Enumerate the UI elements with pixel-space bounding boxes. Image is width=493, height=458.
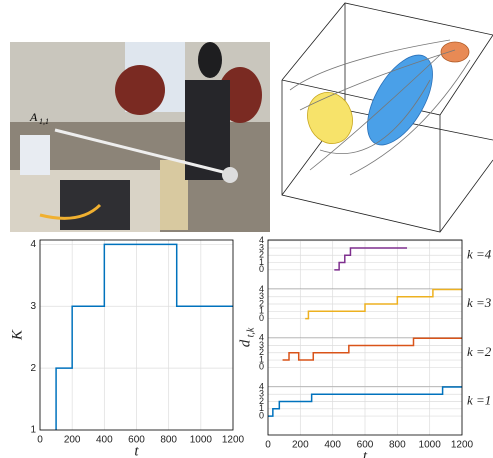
photo: A 1,1 — [10, 42, 270, 232]
x-tick-label: 0 — [37, 435, 43, 446]
x-tick-label: 800 — [389, 440, 406, 451]
y-tick-label: 4 — [259, 333, 264, 343]
y-axis-label: K — [9, 329, 25, 341]
y-tick-label: 3 — [30, 301, 36, 312]
x-tick-label: 1200 — [222, 435, 245, 446]
y-tick-label: 4 — [30, 239, 36, 250]
panel-label: k =2 — [467, 344, 492, 359]
x-tick-label: 200 — [292, 440, 309, 451]
y-tick-label: 4 — [259, 381, 264, 391]
y-axis-label-subscript: t,k — [245, 327, 256, 337]
panel-label: k =4 — [467, 246, 492, 261]
x-tick-label: 1200 — [451, 440, 474, 451]
x-tick-label: 1000 — [419, 440, 442, 451]
y-axis-label: d t,k — [237, 327, 256, 347]
photo-label-subscript: 1,1 — [39, 117, 49, 126]
page: A 1,1 020040060080010001200t1234K0200400… — [0, 0, 493, 458]
step-line — [283, 338, 462, 360]
y-tick-label: 2 — [30, 363, 36, 374]
panel-label: k =1 — [467, 393, 491, 408]
y-tick-label: 1 — [30, 425, 36, 436]
step-line — [334, 248, 407, 270]
figure: A 1,1 020040060080010001200t1234K0200400… — [0, 0, 493, 458]
y-tick-label: 4 — [259, 235, 264, 245]
step-line — [56, 244, 233, 430]
y-axis-label-symbol: d — [237, 339, 253, 347]
photo-label: A — [29, 110, 38, 124]
x-tick-label: 400 — [96, 435, 113, 446]
y-tick-label: 4 — [259, 284, 264, 294]
x-tick-label: 0 — [265, 440, 271, 451]
x-tick-label: 1000 — [190, 435, 213, 446]
3d-plot — [282, 3, 493, 232]
x-tick-label: 400 — [324, 440, 341, 451]
x-tick-label: 800 — [160, 435, 177, 446]
panel-label: k =3 — [467, 295, 492, 310]
x-tick-label: 200 — [64, 435, 81, 446]
